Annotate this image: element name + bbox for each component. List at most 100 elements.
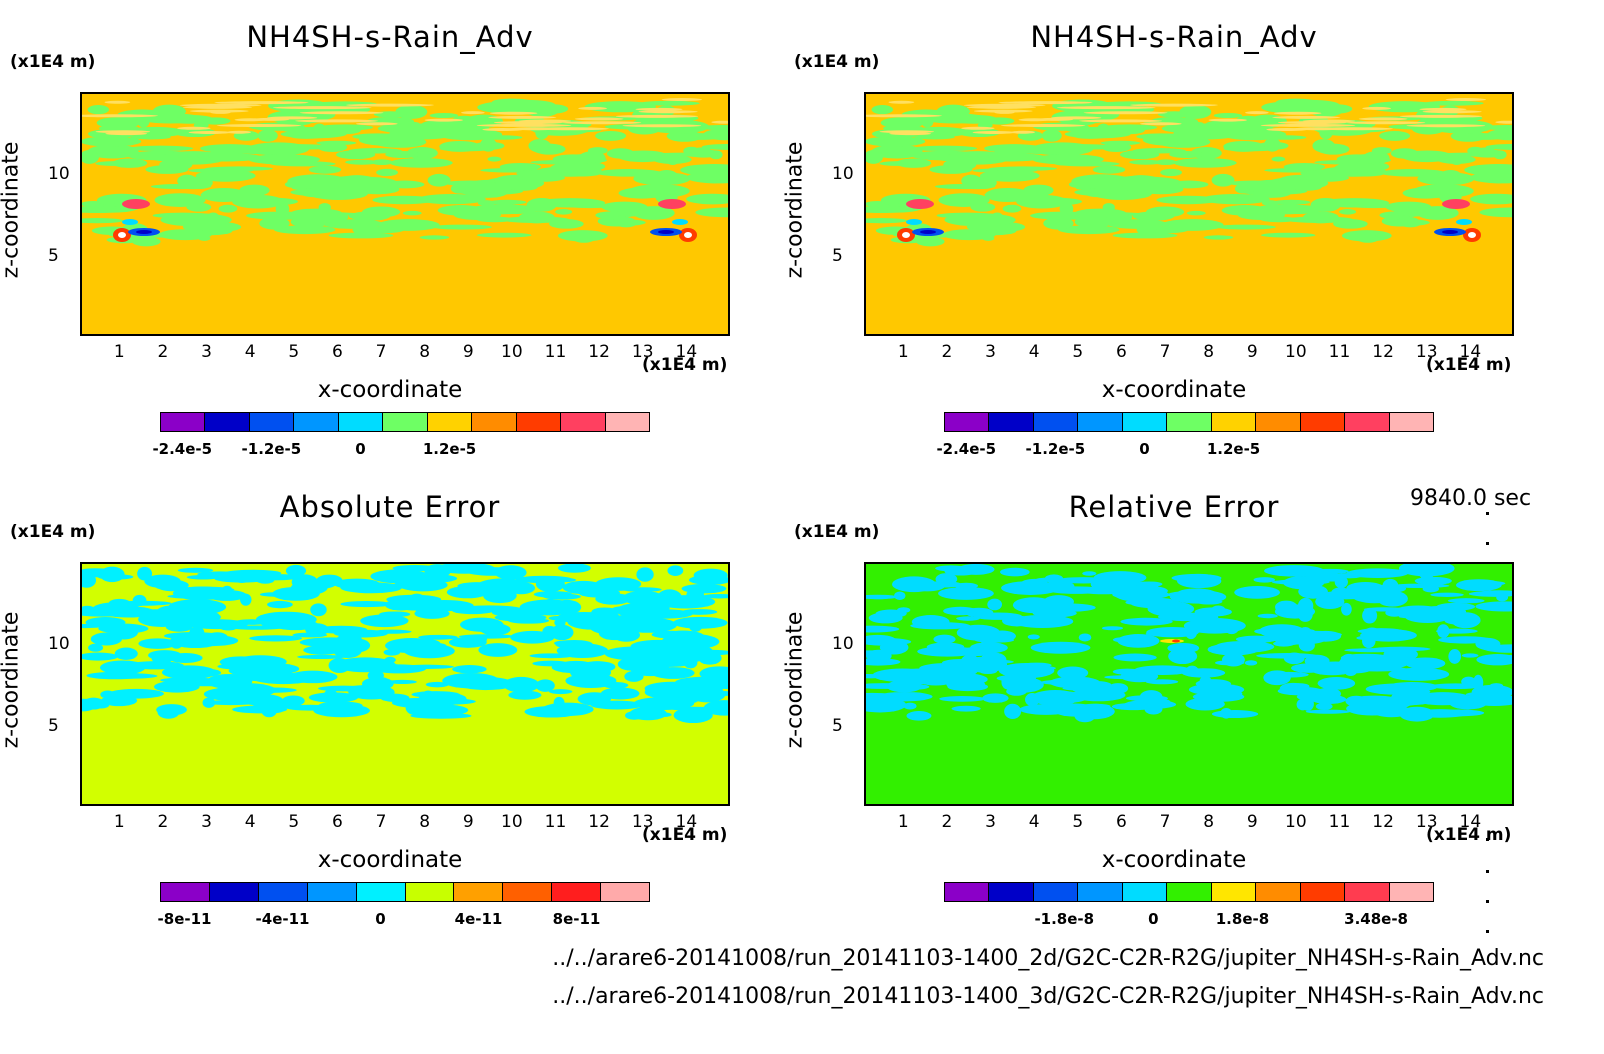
field-patch bbox=[328, 658, 351, 674]
colorbar-swatch bbox=[1122, 413, 1168, 431]
field-patch bbox=[1336, 662, 1373, 674]
field-patch bbox=[1053, 703, 1098, 717]
colorbar-swatch bbox=[605, 413, 649, 431]
field-patch bbox=[552, 599, 582, 615]
field-patch bbox=[195, 169, 256, 182]
x-tick-label: 1 bbox=[113, 342, 125, 362]
field-patch bbox=[1275, 600, 1298, 614]
field-patch bbox=[383, 649, 401, 656]
decorative-dot bbox=[1486, 870, 1489, 873]
field-patch bbox=[607, 210, 620, 219]
field-patch bbox=[868, 612, 903, 624]
field-patch bbox=[465, 567, 520, 576]
field-patch bbox=[346, 103, 434, 107]
colorbar-swatch bbox=[1078, 413, 1123, 431]
field-patch bbox=[1020, 578, 1049, 589]
field-patch bbox=[939, 696, 986, 702]
colorbar-swatch bbox=[427, 413, 473, 431]
field-patch bbox=[606, 148, 635, 159]
field-patch bbox=[177, 126, 211, 130]
field-patch bbox=[259, 592, 289, 597]
field-patch bbox=[1057, 666, 1089, 680]
colorbar-tick-label: -1.8e-8 bbox=[1034, 910, 1095, 928]
field-patch bbox=[541, 702, 594, 717]
field-patch bbox=[109, 624, 139, 640]
field-patch bbox=[1369, 157, 1391, 163]
field-feature bbox=[122, 199, 150, 209]
field-patch bbox=[1130, 103, 1218, 107]
field-patch bbox=[1090, 577, 1125, 591]
field-patch bbox=[284, 180, 320, 189]
y-tick-label: 5 bbox=[832, 245, 843, 266]
field-patch bbox=[1496, 593, 1509, 602]
field-patch bbox=[1116, 176, 1182, 190]
field-patch bbox=[95, 161, 133, 166]
field-patch bbox=[994, 110, 1015, 114]
field-patch bbox=[1006, 687, 1027, 696]
field-patch bbox=[1234, 586, 1281, 599]
x-tick-label: 13 bbox=[631, 812, 654, 832]
decorative-dot bbox=[1486, 838, 1489, 841]
field-patch bbox=[334, 126, 361, 135]
field-patch bbox=[510, 630, 555, 644]
x-tick-label: 6 bbox=[1115, 812, 1127, 832]
colorbar-swatch bbox=[1256, 883, 1301, 901]
field-patch bbox=[1211, 173, 1235, 187]
field-patch bbox=[385, 150, 421, 159]
field-patch bbox=[1339, 209, 1357, 215]
field-patch bbox=[1445, 98, 1487, 102]
field-patch bbox=[508, 617, 550, 624]
field-feature bbox=[906, 199, 934, 209]
colorbar-swatch bbox=[1167, 413, 1212, 431]
field-patch bbox=[1451, 612, 1481, 629]
field-patch bbox=[1475, 601, 1512, 612]
field-patch bbox=[903, 702, 917, 710]
field-patch bbox=[1051, 116, 1102, 120]
field-patch bbox=[617, 204, 639, 218]
field-patch bbox=[1228, 180, 1280, 187]
field-patch bbox=[883, 124, 923, 132]
field-patch bbox=[969, 642, 1008, 654]
field-patch bbox=[425, 681, 449, 688]
field-patch bbox=[318, 701, 363, 710]
field-patch bbox=[1186, 210, 1206, 216]
field-feature bbox=[920, 230, 936, 234]
field-patch bbox=[635, 107, 683, 111]
field-patch bbox=[1011, 614, 1074, 628]
field-patch bbox=[1358, 117, 1408, 121]
field-patch bbox=[638, 100, 700, 106]
x-tick-label: 10 bbox=[1285, 342, 1307, 362]
field-patch bbox=[210, 110, 231, 114]
y-axis-label: z-coordinate bbox=[782, 611, 808, 749]
field-patch bbox=[535, 576, 565, 592]
field-patch bbox=[1054, 161, 1120, 167]
field-patch bbox=[866, 625, 900, 633]
field-patch bbox=[1374, 584, 1407, 593]
field-patch bbox=[270, 161, 336, 167]
x-tick-label: 12 bbox=[588, 812, 610, 832]
y-unit-label: (x1E4 m) bbox=[794, 52, 880, 72]
field-patch bbox=[553, 696, 565, 709]
field-patch bbox=[190, 153, 262, 162]
field-patch bbox=[1169, 150, 1205, 159]
field-patch bbox=[1463, 580, 1506, 587]
field-patch bbox=[686, 193, 728, 205]
field-patch bbox=[172, 586, 231, 601]
field-patch bbox=[355, 122, 398, 126]
field-patch bbox=[1461, 653, 1479, 658]
field-patch bbox=[532, 660, 570, 667]
field-patch bbox=[1120, 150, 1160, 160]
field-patch bbox=[340, 600, 393, 608]
colorbar-swatch bbox=[1167, 883, 1212, 901]
field-patch bbox=[478, 643, 518, 657]
field-patch bbox=[1475, 637, 1501, 651]
field-patch bbox=[1176, 573, 1222, 589]
field-patch bbox=[615, 602, 670, 619]
field-patch bbox=[961, 174, 982, 188]
field-patch bbox=[99, 660, 146, 675]
field-patch bbox=[1317, 676, 1356, 690]
field-patch bbox=[1362, 106, 1392, 110]
field-patch bbox=[1245, 111, 1269, 115]
field-patch bbox=[360, 614, 409, 628]
field-patch bbox=[461, 111, 485, 115]
